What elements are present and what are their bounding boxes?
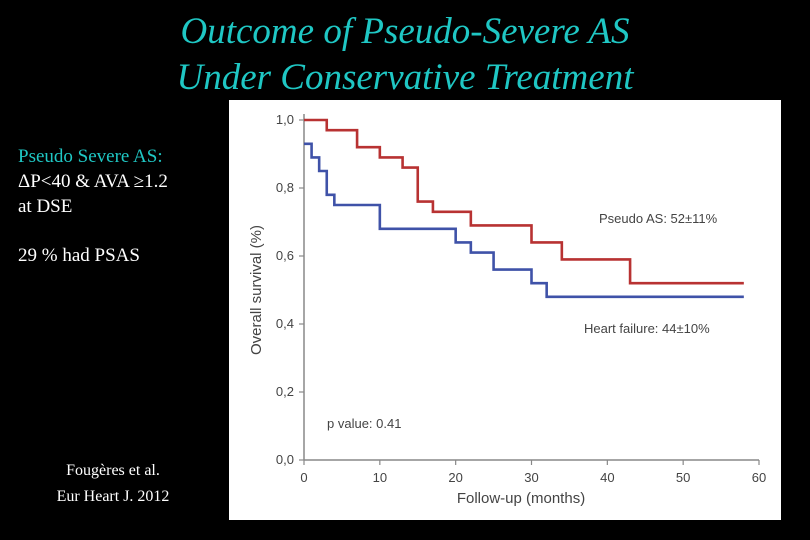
heart-failure-label: Heart failure: 44±10% [584, 321, 710, 336]
x-tick-label: 40 [600, 470, 614, 485]
x-tick-label: 50 [676, 470, 690, 485]
definition-block: Pseudo Severe AS: ΔP<40 & AVA ≥1.2 at DS… [18, 144, 168, 219]
x-tick-label: 0 [300, 470, 307, 485]
y-tick-label: 0,0 [276, 452, 294, 467]
y-tick-label: 0,8 [276, 180, 294, 195]
p-value-annotation: p value: 0.41 [327, 416, 401, 431]
reference-authors: Fougères et al. [66, 462, 160, 479]
x-tick-label: 30 [524, 470, 538, 485]
definition-criteria: ΔP<40 & AVA ≥1.2 [18, 171, 168, 192]
survival-chart: 0 10 20 30 40 50 60 0,0 0,2 0,4 0,6 0,8 1,0 Follow-u… [229, 100, 781, 520]
heart-failure-survival-line [304, 142, 744, 299]
prevalence-text: 29 % had PSAS [18, 245, 140, 266]
x-tick-label: 10 [373, 470, 387, 485]
y-tick-label: 0,4 [276, 316, 294, 331]
chart-axes [303, 114, 759, 461]
y-tick-label: 0,6 [276, 248, 294, 263]
x-tick-label: 60 [752, 470, 766, 485]
definition-method: at DSE [18, 196, 73, 217]
chart-ticks: 0 10 20 30 40 50 60 0,0 0,2 0,4 0,6 0,8 1,0 [276, 112, 766, 485]
definition-heading: Pseudo Severe AS: [18, 146, 163, 167]
reference-block: Fougères et al. Eur Heart J. 2012 [28, 458, 198, 510]
pseudo-as-survival-line [304, 118, 744, 285]
pseudo-as-label: Pseudo AS: 52±11% [599, 211, 718, 226]
reference-journal: Eur Heart J. 2012 [56, 488, 170, 505]
x-axis-label: Follow-up (months) [457, 490, 585, 507]
y-axis-label: Overall survival (%) [248, 225, 265, 355]
slide-title-line1: Outcome of Pseudo-Severe AS [180, 11, 630, 52]
y-tick-label: 0,2 [276, 384, 294, 399]
y-tick-label: 1,0 [276, 112, 294, 127]
x-tick-label: 20 [448, 470, 462, 485]
chart-series [304, 118, 744, 299]
slide-title-line2: Under Conservative Treatment [176, 57, 634, 98]
